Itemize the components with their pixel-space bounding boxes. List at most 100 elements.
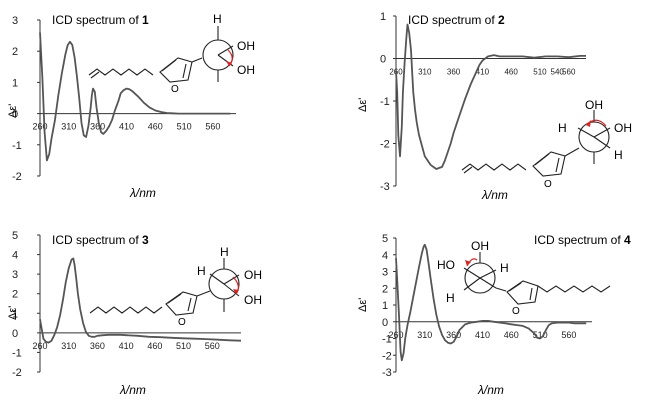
panel-4-alkyl-chain	[537, 285, 611, 293]
panel-1-x-tick-label: 360	[90, 122, 105, 132]
panel-1-furan-ring	[159, 57, 193, 83]
panel-1-atom-h: H	[213, 12, 222, 26]
panel-3-atom-oh-lower: OH	[244, 293, 262, 307]
panel-4-y-tick-label: 1	[382, 300, 388, 312]
panel-2-structure: O OH H OH H	[461, 98, 632, 190]
panel-3-ylabel: Δε'	[7, 306, 19, 320]
panel-4-x-tick-label: 510	[533, 330, 548, 340]
panel-3-y-tick-label: 0	[12, 328, 18, 340]
panel-3-atom-h-top: H	[220, 245, 229, 259]
panel-4-atom-oh-top: OH	[471, 239, 489, 253]
panel-4-ylabel: Δε'	[357, 298, 369, 312]
panel-2-furan-oxygen: O	[544, 179, 552, 190]
panel-1-structure: O H OH OH	[88, 12, 255, 95]
panel-3-structure: O H OH H OH	[89, 245, 262, 328]
panel-4-x-tick-label: 260	[388, 330, 403, 340]
panel-3-atom-h-left: H	[197, 264, 206, 278]
panel-4-atom-h-right: H	[500, 261, 509, 275]
panel-4-x-tick-label: 360	[446, 330, 461, 340]
panel-4-atom-ho-left: HO	[437, 258, 455, 272]
panel-3-y-tick-label: 1	[12, 308, 18, 320]
panel-3: 5 4 3 2 1 0 -1 -2 260 310 360 410 460 510 560 ICD spec…	[7, 230, 262, 397]
panel-1-title: ICD spectrum of 1	[52, 13, 149, 27]
panel-4-x-tick-label: 410	[475, 330, 490, 340]
panel-2-y-tick-label: 0	[380, 54, 386, 66]
panel-1-y-tick-label: -2	[12, 171, 22, 183]
panel-2-x-tick-label: 310	[418, 68, 432, 77]
panel-4-structure: OH HO H H O	[437, 239, 611, 317]
panel-4-y-tick-label: 3	[382, 267, 388, 279]
panel-2-x-tick-label: 510	[533, 68, 547, 77]
panel-1-x-tick-label: 560	[205, 122, 220, 132]
panel-2-atom-h-lower: H	[614, 148, 623, 162]
panel-4-furan-ring	[506, 280, 539, 305]
panel-1-x-tick-label: 310	[61, 122, 76, 132]
panel-2-x-tick-label: 540	[551, 68, 565, 77]
panel-2-curve	[395, 23, 586, 170]
panel-2-atom-oh-top: OH	[585, 98, 603, 112]
panel-3-x-tick-label: 260	[32, 341, 47, 351]
panel-2-y-tick-label: 1	[380, 11, 386, 23]
panel-1-ylabel: Δε'	[7, 104, 19, 118]
panel-2-title: ICD spectrum of 2	[408, 13, 505, 27]
panel-3-x-tick-label: 460	[147, 341, 162, 351]
panel-1-atom-oh-upper: OH	[237, 39, 255, 53]
panel-3-atom-oh-upper: OH	[244, 268, 262, 282]
panel-1-x-tick-label: 410	[119, 122, 134, 132]
panel-3-x-tick-label: 510	[176, 341, 191, 351]
panel-2-atom-oh-right: OH	[614, 121, 632, 135]
panel-4-furan-oxygen: O	[512, 306, 520, 317]
panel-3-x-tick-label: 410	[119, 341, 134, 351]
panel-2-x-tick-label: 410	[476, 68, 490, 77]
panel-2-x-tick-label: 460	[504, 68, 518, 77]
panel-2-xlabel: λ/nm	[481, 188, 508, 202]
panel-2-y-tick-label: -1	[380, 96, 390, 108]
panel-4-y-tick-label: 2	[382, 283, 388, 295]
panel-3-title: ICD spectrum of 3	[52, 233, 149, 247]
panel-1: 3 2 1 0 -1 -2 260 310 360 410 460 510 560 ICD spectr…	[7, 12, 255, 200]
panel-2-furan-ring	[532, 151, 566, 177]
panel-4-x-tick-label: 460	[504, 330, 519, 340]
panel-2-ylabel: Δε'	[357, 98, 369, 112]
panel-3-furan-ring	[165, 291, 198, 316]
panel-1-x-tick-label: 460	[148, 122, 163, 132]
panel-3-y-tick-label: -2	[12, 367, 22, 379]
panel-4-y-tick-label: 4	[382, 250, 388, 262]
panel-3-axes: 5 4 3 2 1 0 -1 -2 260 310 360 410 460 510 560	[12, 230, 241, 379]
panel-3-x-tick-label: 560	[205, 341, 220, 351]
panel-4-atom-h-left: H	[446, 291, 455, 305]
panel-2-y-tick-label: -3	[380, 181, 390, 193]
panel-1-xlabel: λ/nm	[129, 186, 156, 200]
panel-1-x-tick-label: 260	[32, 122, 47, 132]
panel-2-x-tick-label: 560	[562, 68, 576, 77]
panel-3-xlabel: λ/nm	[119, 383, 146, 397]
panel-4-curve	[395, 243, 587, 362]
panel-4-y-tick-label: -1	[382, 334, 392, 346]
panel-4: 5 4 3 2 1 0 -1 -2 -3 260 310 360 410 460 510 560 ICD sp…	[357, 233, 631, 397]
panel-1-alkyl-chain	[88, 68, 154, 76]
panel-1-y-tick-label: -1	[12, 140, 22, 152]
panel-3-x-tick-label: 310	[61, 341, 76, 351]
panel-1-atom-oh-lower: OH	[237, 63, 255, 77]
panel-3-curve	[39, 257, 242, 344]
panel-3-y-tick-label: 5	[12, 230, 18, 242]
panel-2-x-tick-label: 360	[447, 68, 461, 77]
panel-3-alkyl-chain	[89, 306, 163, 314]
panel-1-y-tick-label: 3	[12, 15, 18, 27]
panel-4-title: ICD spectrum of 4	[534, 233, 631, 247]
panel-4-y-tick-label: -2	[382, 350, 392, 362]
panel-2-atom-h-left: H	[558, 121, 567, 135]
panel-3-y-tick-label: -1	[12, 347, 22, 359]
panel-4-y-tick-label: -3	[382, 367, 392, 379]
panel-3-x-tick-label: 360	[90, 341, 105, 351]
panel-4-axes: 5 4 3 2 1 0 -1 -2 -3 260 310 360 410 460 510 560	[382, 233, 592, 379]
panel-4-y-tick-label: 0	[382, 317, 388, 329]
panel-3-y-tick-label: 4	[12, 250, 18, 262]
panel-1-axes: 3 2 1 0 -1 -2 260 310 360 410 460 510 560	[12, 15, 236, 183]
panel-3-furan-oxygen: O	[178, 317, 186, 328]
panel-1-furan-oxygen: O	[171, 84, 179, 95]
panel-4-x-tick-label: 560	[561, 330, 576, 340]
panel-2-y-tick-label: -2	[380, 139, 390, 151]
